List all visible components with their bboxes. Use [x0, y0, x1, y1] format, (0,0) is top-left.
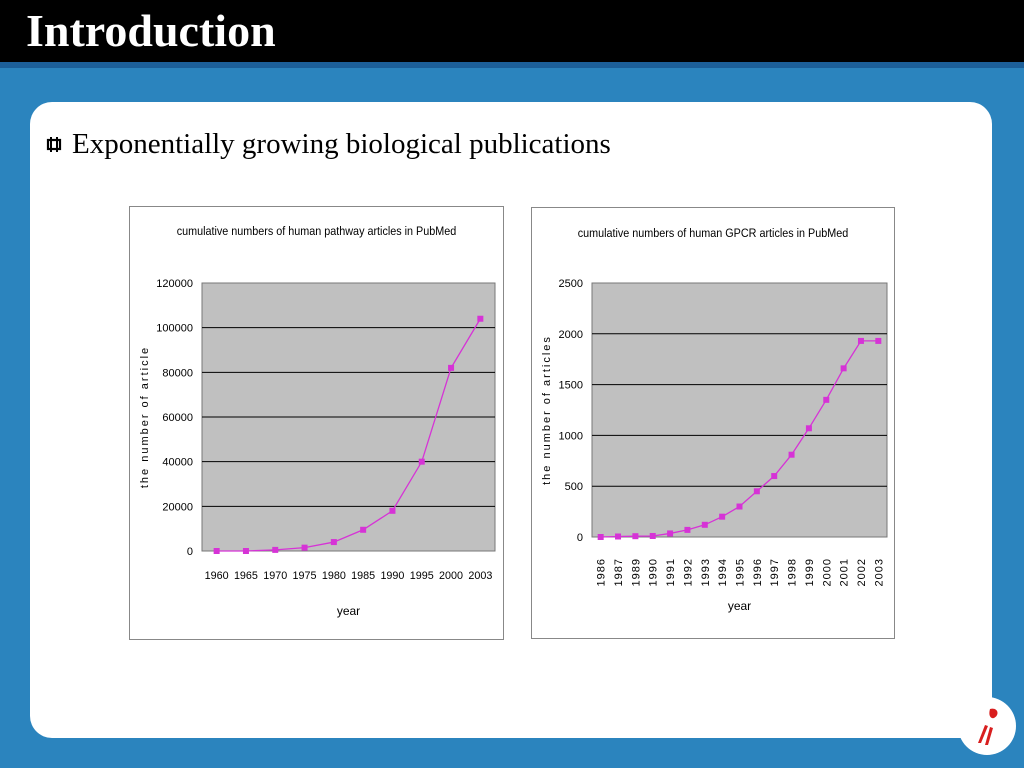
data-point — [632, 533, 639, 540]
data-point — [615, 533, 622, 540]
y-tick-label: 40000 — [162, 457, 193, 469]
x-tick-label: 1965 — [234, 570, 258, 582]
bullet-text: Exponentially growing biological publica… — [72, 128, 611, 160]
x-axis-label: year — [337, 604, 360, 618]
data-point — [448, 364, 455, 371]
y-tick-label: 60000 — [162, 412, 193, 424]
data-point — [771, 473, 778, 480]
data-point — [418, 458, 425, 465]
data-point — [736, 503, 743, 510]
x-tick-label: 1989 — [630, 558, 642, 586]
data-point — [242, 548, 249, 554]
data-point — [360, 526, 367, 533]
data-point — [875, 337, 882, 344]
data-point — [597, 534, 604, 540]
data-point — [805, 425, 812, 432]
x-tick-label: 1980 — [322, 570, 346, 582]
x-tick-label: 2001 — [839, 558, 851, 586]
x-tick-label: 1986 — [596, 558, 608, 586]
x-tick-label: 1990 — [380, 570, 404, 582]
y-tick-label: 1000 — [559, 430, 583, 442]
x-tick-label: 2000 — [821, 558, 833, 586]
series-line — [216, 318, 481, 552]
x-tick-label: 1991 — [665, 558, 677, 586]
x-tick-label: 1987 — [613, 558, 625, 586]
x-tick-label: 2003 — [873, 558, 885, 586]
y-tick-label: 0 — [187, 546, 193, 558]
x-tick-label: 1995 — [410, 570, 434, 582]
title-bar — [0, 0, 1024, 62]
y-axis-label: the number of articles — [541, 335, 553, 485]
y-tick-label: 80000 — [162, 367, 193, 379]
x-tick-label: 1960 — [205, 570, 229, 582]
square-bullet-icon — [46, 137, 62, 152]
x-tick-label: 1998 — [787, 558, 799, 586]
x-tick-label: 1992 — [682, 558, 694, 586]
x-tick-label: 2003 — [468, 570, 492, 582]
data-point — [823, 396, 830, 403]
slide-title: Introduction — [26, 5, 276, 56]
data-point — [330, 539, 337, 546]
data-point — [389, 507, 396, 514]
x-tick-label: 1970 — [263, 570, 287, 582]
pathway-articles-chart: cumulative numbers of human pathway arti… — [139, 226, 496, 618]
data-point — [788, 451, 795, 458]
x-tick-label: 2000 — [439, 570, 463, 582]
pathway-chart-frame: cumulative numbers of human pathway arti… — [129, 206, 504, 640]
y-tick-label: 1500 — [559, 380, 583, 392]
logo — [958, 697, 1016, 755]
x-tick-label: 1996 — [752, 558, 764, 586]
y-tick-label: 2000 — [559, 329, 583, 341]
data-point — [213, 548, 220, 554]
y-tick-label: 120000 — [156, 278, 193, 290]
y-tick-label: 0 — [577, 532, 583, 544]
data-point — [840, 365, 847, 372]
data-point — [857, 337, 864, 344]
y-tick-label: 100000 — [156, 323, 193, 335]
title-underline — [0, 62, 1024, 68]
data-point — [684, 526, 691, 533]
x-tick-label: 2002 — [856, 558, 868, 586]
gpcr-chart-frame: cumulative numbers of human GPCR article… — [531, 207, 895, 639]
x-tick-label: 1999 — [804, 558, 816, 586]
x-tick-label: 1990 — [648, 558, 660, 586]
x-tick-label: 1994 — [717, 558, 729, 586]
red-flame-logo-icon — [978, 708, 998, 745]
y-axis-label: the number of article — [139, 346, 151, 488]
x-tick-label: 1993 — [700, 558, 712, 586]
data-point — [701, 521, 708, 528]
data-point — [301, 544, 308, 551]
data-point — [272, 546, 279, 553]
data-point — [753, 488, 760, 495]
y-tick-label: 2500 — [559, 278, 583, 290]
gpcr-articles-chart: cumulative numbers of human GPCR article… — [541, 228, 888, 613]
data-point — [719, 513, 726, 520]
x-tick-label: 1995 — [735, 558, 747, 586]
x-tick-label: 1975 — [293, 570, 317, 582]
plot-area — [591, 282, 888, 538]
data-point — [667, 530, 674, 537]
data-point — [649, 532, 656, 539]
bullet-item: Exponentially growing biological publica… — [46, 126, 611, 162]
y-tick-label: 20000 — [162, 501, 193, 513]
x-tick-label: 1997 — [769, 558, 781, 586]
x-axis-label: year — [728, 599, 751, 613]
y-tick-label: 500 — [565, 481, 583, 493]
x-tick-label: 1985 — [351, 570, 375, 582]
chart-title: cumulative numbers of human pathway arti… — [177, 226, 457, 239]
data-point — [477, 315, 484, 322]
chart-title: cumulative numbers of human GPCR article… — [578, 228, 848, 241]
